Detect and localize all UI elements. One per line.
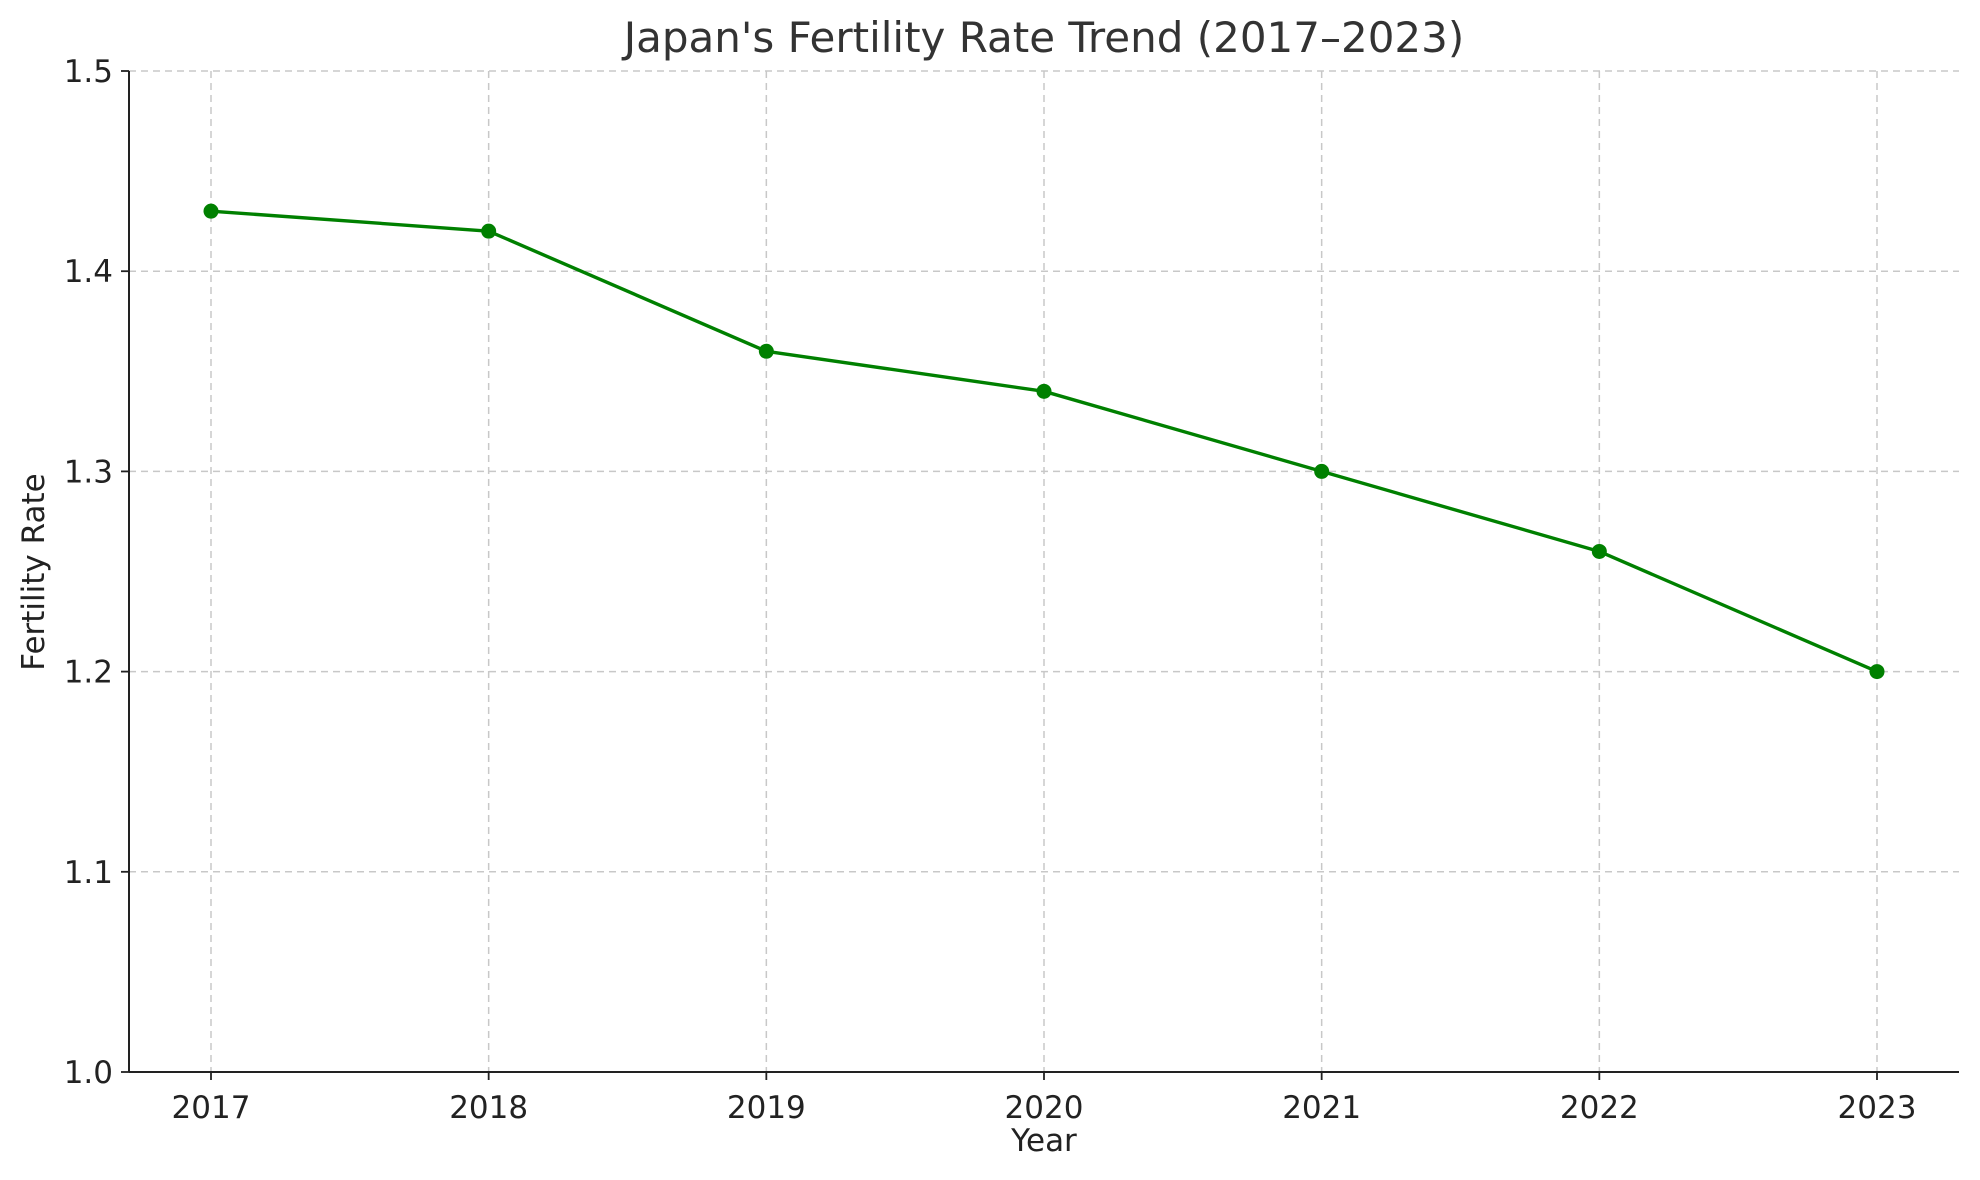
x-tick-label: 2019 [727, 1090, 806, 1126]
data-point [1314, 463, 1330, 479]
chart-title: Japan's Fertility Rate Trend (2017–2023) [621, 13, 1465, 62]
y-tick-label: 1.3 [64, 454, 113, 490]
axes: 2017 2018 2019 2020 2021 2022 2023 1.0 1.1 1.2 1.3… [64, 54, 1959, 1126]
y-axis-label: Fertility Rate [16, 473, 52, 670]
x-tick-label: 2018 [449, 1090, 528, 1126]
x-tick-label: 2022 [1560, 1090, 1639, 1126]
grid [129, 70, 1959, 1072]
x-tick-label: 2021 [1282, 1090, 1361, 1126]
y-tick-label: 1.0 [64, 1055, 113, 1091]
y-tick-label: 1.4 [64, 254, 113, 290]
x-tick-label: 2020 [1005, 1090, 1084, 1126]
data-point [203, 203, 219, 219]
x-tick-label: 2023 [1838, 1090, 1917, 1126]
x-axis-label: Year [1010, 1123, 1077, 1159]
x-tick-label: 2017 [172, 1090, 251, 1126]
data-point [758, 343, 774, 359]
y-tick-label: 1.2 [64, 655, 113, 691]
y-tick-label: 1.5 [64, 54, 113, 90]
data-point [1869, 664, 1885, 680]
y-tick-label: 1.1 [64, 855, 113, 891]
labels: Japan's Fertility Rate Trend (2017–2023)… [16, 13, 1464, 1159]
series-layer [203, 203, 1885, 680]
data-point [1591, 543, 1607, 559]
data-point [1036, 383, 1052, 399]
data-point [481, 223, 497, 239]
